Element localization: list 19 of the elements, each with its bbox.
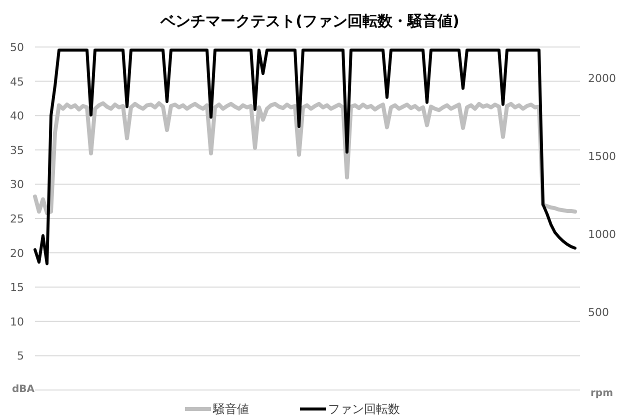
y2-tick-label: 2000 (588, 72, 616, 86)
y2-tick-label: 1500 (588, 150, 616, 164)
y2-tick-label: 500 (588, 306, 609, 320)
y-tick-label: 30 (10, 178, 24, 192)
y-tick-label: 10 (10, 315, 24, 328)
y-tick-label: 40 (10, 110, 24, 123)
y-axis-title: dBA (12, 384, 35, 395)
legend-label: 騒音値 (212, 402, 249, 416)
y-tick-label: 45 (10, 75, 24, 88)
y2-tick-label: 1000 (588, 228, 616, 242)
chart-title: ベンチマークテスト(ファン回転数・騒音値) (160, 12, 460, 30)
y-tick-label: 25 (10, 212, 24, 226)
y-tick-label: 50 (10, 41, 24, 54)
y-tick-label: 20 (10, 246, 24, 260)
y-tick-label: 15 (10, 281, 24, 294)
y-tick-label: 5 (17, 350, 24, 363)
legend-label: ファン回転数 (328, 402, 400, 416)
y-tick-label: 35 (10, 144, 24, 157)
y2-axis-title: rpm (590, 388, 613, 399)
